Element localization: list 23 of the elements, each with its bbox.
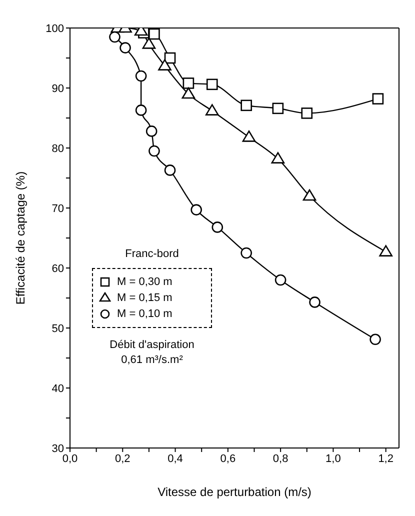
y-tick-label: 90 <box>52 82 64 95</box>
y-axis-title: Efficacité de captage (%) <box>13 171 28 305</box>
y-tick-label: 100 <box>46 22 64 35</box>
y-tick-label: 50 <box>52 322 64 335</box>
legend-title: Franc-bord <box>124 248 180 260</box>
x-tick-label: 0,0 <box>62 452 78 465</box>
y-tick-label: 70 <box>52 202 64 215</box>
y-tick-label: 60 <box>52 262 64 275</box>
x-tick-label: 0,2 <box>114 452 130 465</box>
x-tick-label: 1,2 <box>378 452 394 465</box>
legend-label: M = 0,30 m <box>117 276 172 288</box>
legend-label: M = 0,15 m <box>117 292 172 304</box>
annotation: Débit d'aspiration <box>108 338 196 353</box>
x-tick-label: 1,0 <box>326 452 341 465</box>
x-tick-label: 0,4 <box>168 452 183 465</box>
y-tick-label: 30 <box>52 442 64 455</box>
x-axis-title: Vitesse de perturbation (m/s) <box>158 485 312 499</box>
y-tick-label: 40 <box>52 382 64 395</box>
y-tick-label: 80 <box>52 142 64 155</box>
x-tick-label: 0,6 <box>220 452 236 465</box>
x-tick-label: 0,8 <box>272 452 288 465</box>
legend-label: M = 0,10 m <box>117 308 172 320</box>
annotation: 0,61 m³/s.m² <box>120 353 184 368</box>
